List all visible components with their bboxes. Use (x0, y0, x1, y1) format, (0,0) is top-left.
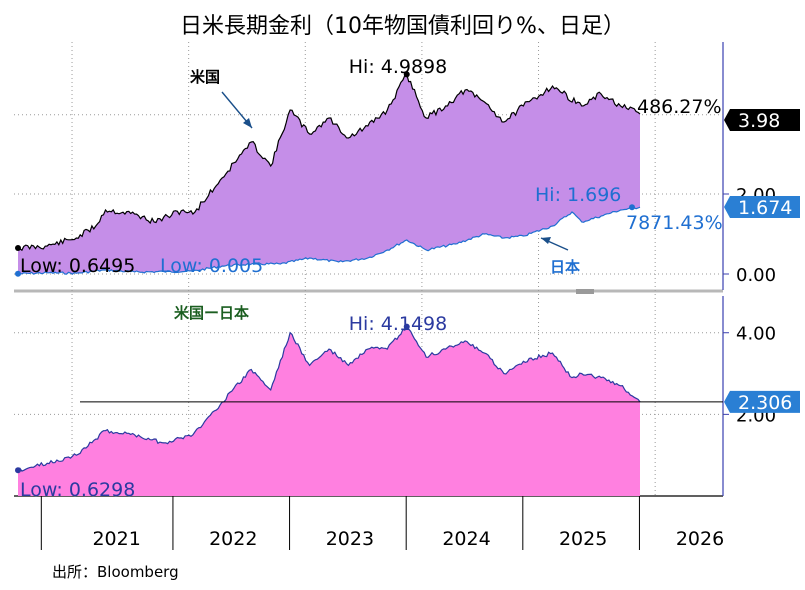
us-area-fill (18, 74, 640, 275)
chart-title: 日米長期金利（10年物国債利回り%、日足） (180, 14, 625, 39)
spread-low-label: Low: 0.6298 (20, 479, 135, 501)
badge-jp-last-shape (724, 196, 800, 219)
us-start-point (15, 245, 21, 251)
us-high-point (403, 71, 410, 78)
x-tick-label-2023: 2023 (326, 528, 374, 550)
badge-us-last: 3.98 (724, 109, 800, 132)
us-low-label: Low: 0.6495 (20, 255, 135, 277)
x-tick-label-2024: 2024 (442, 528, 490, 550)
spread-start-point (15, 467, 21, 474)
us-high-label: Hi: 4.9898 (349, 56, 448, 78)
jp-high-label: Hi: 1.696 (535, 184, 621, 206)
x-tick-label-2025: 2025 (559, 528, 607, 550)
us-yield-line (17, 73, 641, 252)
x-axis: 2021 2022 2023 2024 2025 2026 (40, 496, 724, 550)
jp-high-point (629, 204, 635, 211)
spread-series-label: 米国ー日本 (174, 304, 249, 322)
x-tick-label-2026: 2026 (676, 528, 724, 550)
badge-jp-last-label: 1.674 (738, 197, 792, 219)
us-series-label: 米国 (190, 68, 220, 86)
x-tick-label-2022: 2022 (209, 528, 257, 550)
lower-y-tick-label-4.00: 4.00 (736, 324, 776, 345)
jp-yield-line (17, 206, 641, 275)
jp-series-label: 日本 (550, 258, 580, 276)
badge-spread-last: 2.306 (724, 390, 800, 414)
jp-start-point (15, 270, 21, 277)
badge-spread-last-label: 2.306 (738, 392, 792, 414)
badge-us-last-shape (724, 109, 800, 131)
badge-spread-last-shape (724, 390, 800, 413)
lower-panel (15, 323, 723, 496)
badge-us-last-label: 3.98 (738, 110, 780, 132)
badge-jp-last: 1.674 (724, 196, 800, 219)
spread-line (17, 325, 641, 472)
jp-label-arrowhead (541, 237, 551, 244)
spread-high-label: Hi: 4.1498 (349, 313, 448, 335)
us-change-label: 486.27% (637, 96, 722, 118)
spread-high-point (403, 323, 410, 330)
panel-resize-handle[interactable] (576, 289, 594, 294)
spread-area-fill (18, 326, 640, 496)
upper-panel (15, 71, 641, 277)
source-note: 出所：Bloomberg (52, 563, 179, 581)
us-label-arrowhead (243, 118, 252, 128)
upper-y-tick-label-0.00: 0.00 (736, 265, 776, 286)
jp-change-label: 7871.43% (626, 212, 723, 234)
x-tick-label-2021: 2021 (92, 528, 140, 550)
annotations: Hi: 4.9898 Low: 0.6495 486.27% Hi: 1.696 Low… (20, 56, 723, 501)
jp-low-label: Low: 0.005 (160, 255, 263, 277)
